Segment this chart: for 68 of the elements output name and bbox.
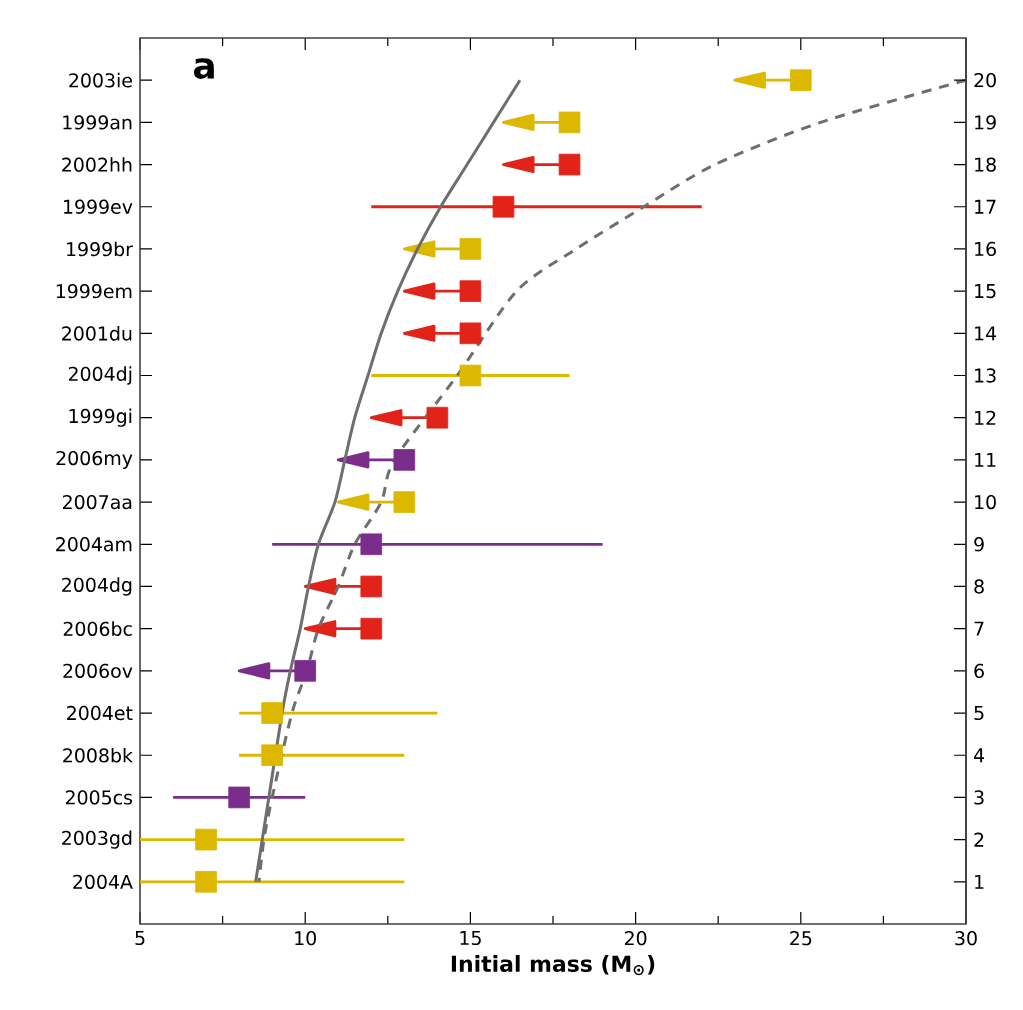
point <box>195 828 217 851</box>
point <box>459 280 482 302</box>
y2-tick-label: 1 <box>975 874 984 889</box>
y-tick-label: 2002hh <box>62 157 132 172</box>
y-tick-label: 1999ev <box>64 199 133 214</box>
y2-tick-label: 12 <box>975 410 996 425</box>
y2-tick-label: 14 <box>975 326 997 341</box>
point <box>393 491 416 513</box>
point <box>261 702 283 724</box>
y-tick-label: 2004am <box>56 537 132 552</box>
point <box>195 871 217 893</box>
y2-tick-label: 10 <box>975 494 996 510</box>
y-tick-label: 2001du <box>62 326 132 341</box>
y-tick-label: 2004dj <box>68 366 132 385</box>
y-tick-label: 1999gi <box>69 408 132 427</box>
annotation: a <box>194 58 214 79</box>
point <box>459 322 482 345</box>
point <box>790 69 812 91</box>
point <box>294 660 316 682</box>
y2-tick-label: 19 <box>975 115 996 130</box>
x-tick-label: 10 <box>295 931 316 946</box>
y-tick-label: 2007aa <box>62 494 132 510</box>
y-tick-label: 2003gd <box>62 830 132 849</box>
x-axis-title: Initial mass (M$_{⊙}$) <box>451 955 655 976</box>
point <box>459 238 482 260</box>
x-tick-label: 5 <box>135 931 145 946</box>
y2-tick-label: 5 <box>974 706 984 721</box>
y-tick-label: 2003ie <box>69 72 132 88</box>
y2-tick-label: 4 <box>973 748 985 763</box>
y2-tick-label: 9 <box>974 537 984 552</box>
y2-tick-label: 17 <box>975 199 996 214</box>
point <box>492 195 515 218</box>
y2-tick-label: 16 <box>975 241 996 257</box>
y-tick-label: 2006bc <box>63 621 132 636</box>
y-tick-label: 2004et <box>67 705 133 721</box>
y2-tick-label: 13 <box>975 368 996 383</box>
y-tick-label: 2008bk <box>63 747 133 763</box>
x-tick-label: 15 <box>460 931 481 946</box>
point <box>393 449 416 471</box>
point <box>261 744 283 767</box>
point <box>360 575 383 598</box>
point <box>228 786 250 809</box>
x-tick-label: 30 <box>955 931 977 946</box>
x-tick-label: 20 <box>624 931 647 946</box>
y2-tick-label: 20 <box>974 73 996 88</box>
point <box>360 617 383 640</box>
y-tick-label: 2004dg <box>62 577 132 596</box>
y-tick-label: 2004A <box>73 874 133 889</box>
y-tick-label: 1999an <box>63 115 132 130</box>
y2-tick-label: 6 <box>974 663 984 679</box>
y2-tick-label: 7 <box>974 621 984 636</box>
y2-tick-label: 3 <box>974 790 984 805</box>
y2-tick-label: 15 <box>975 284 996 299</box>
y-tick-label: 1999br <box>67 241 133 257</box>
y2-tick-label: 8 <box>974 579 984 594</box>
x-tick-label: 25 <box>790 931 812 946</box>
y-tick-label: 1999em <box>56 283 132 299</box>
y2-tick-label: 18 <box>975 157 996 172</box>
y-tick-label: 2006ov <box>63 663 133 679</box>
y-tick-label: 2005cs <box>65 790 133 805</box>
y2-tick-label: 11 <box>975 452 996 467</box>
point <box>459 364 482 387</box>
point <box>558 153 581 176</box>
y-tick-label: 2006my <box>56 450 133 469</box>
y2-tick-label: 2 <box>974 832 984 847</box>
point <box>426 406 449 429</box>
point <box>360 533 383 556</box>
point <box>558 111 581 134</box>
